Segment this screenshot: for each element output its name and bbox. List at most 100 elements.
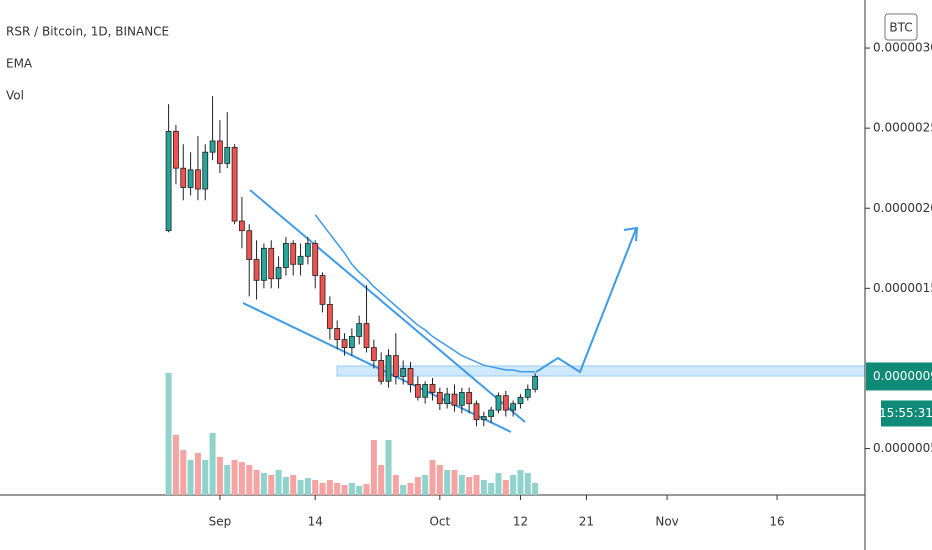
y-tick-label: 0.00000250 — [873, 121, 932, 135]
volume-bar — [172, 435, 179, 495]
x-tick-label: Oct — [429, 515, 450, 529]
candle-body — [326, 303, 333, 329]
volume-bar — [480, 480, 487, 495]
volume-bar — [238, 462, 245, 495]
volume-bar — [429, 460, 436, 495]
candle-body — [414, 384, 421, 398]
volume-bar — [517, 470, 524, 495]
volume-bar — [363, 484, 370, 495]
candle-body — [473, 403, 480, 421]
volume-bar — [488, 483, 495, 495]
volume-bar — [385, 440, 392, 495]
volume-bar — [290, 475, 297, 495]
candle-body — [480, 416, 487, 421]
last-price-marker — [866, 362, 932, 391]
volume-bar — [414, 477, 421, 495]
candle-body — [195, 169, 201, 190]
candle-body — [429, 384, 436, 393]
candle-body — [532, 376, 539, 390]
candle-body — [239, 220, 245, 232]
candle-body — [422, 384, 429, 398]
volume-bar — [370, 440, 377, 495]
volume-bar — [304, 478, 311, 495]
candle-body — [451, 393, 458, 406]
volume-bar — [407, 483, 414, 495]
volume-bar — [275, 470, 282, 495]
x-tick-label: Sep — [209, 515, 232, 529]
support-zone — [336, 365, 866, 377]
volume-bar — [187, 460, 194, 495]
volume-bar — [458, 475, 465, 495]
candle-body — [173, 130, 179, 169]
candle-body — [312, 243, 319, 276]
volume-bar — [348, 483, 355, 495]
countdown-label: 15:55:31 — [879, 406, 932, 420]
candle-body — [385, 355, 392, 382]
candle-body — [268, 247, 275, 280]
candle-body — [436, 392, 443, 405]
candle-body — [165, 130, 172, 232]
volume-bar — [326, 480, 333, 495]
volume-bar — [253, 470, 260, 495]
candle-body — [187, 169, 194, 188]
candle-body — [356, 323, 363, 337]
countdown-box — [881, 400, 932, 427]
candle-body — [202, 151, 209, 190]
volume-bar — [473, 475, 480, 495]
projection-arrow — [535, 228, 637, 374]
candle-body — [458, 392, 465, 406]
volume-bar — [260, 473, 267, 495]
candle-body — [334, 327, 341, 341]
candle-body — [524, 388, 531, 398]
volume-bar — [436, 465, 443, 495]
candle-body — [466, 392, 473, 405]
candle-body — [297, 255, 304, 265]
currency-label[interactable]: BTC — [889, 21, 912, 35]
candle-body — [488, 409, 495, 417]
volume-bar — [224, 465, 231, 495]
candle-body — [348, 336, 355, 349]
volume-bar — [422, 475, 429, 495]
currency-box[interactable] — [884, 13, 918, 41]
volume-bar — [319, 483, 326, 495]
volume-bar — [510, 475, 517, 495]
volume-bar — [312, 480, 319, 495]
trend-line — [242, 302, 512, 433]
chart-title: RSR / Bitcoin, 1D, BINANCE — [6, 25, 169, 39]
candle-body — [224, 146, 231, 164]
volume-bar — [194, 453, 201, 495]
candle-body — [510, 403, 517, 411]
candle-body — [246, 230, 253, 260]
volume-bar — [378, 465, 385, 495]
volume-bar — [341, 485, 348, 495]
volume-bar — [334, 483, 341, 495]
y-tick-label: 0.00000300 — [873, 41, 932, 55]
volume-bar — [209, 433, 216, 495]
candle-body — [502, 395, 509, 411]
x-tick-label: 21 — [579, 515, 594, 529]
candle-body — [282, 243, 289, 268]
candle-body — [517, 396, 524, 405]
candle-body — [378, 360, 385, 382]
y-tick-label: 0.00000150 — [873, 281, 932, 295]
y-tick-label: 0.00000050 — [873, 441, 932, 455]
candle-body — [290, 243, 297, 265]
volume-bar — [495, 473, 502, 495]
candle-body — [444, 393, 451, 405]
x-tick-label: 12 — [513, 515, 528, 529]
ema-line — [314, 214, 536, 373]
volume-bar — [202, 460, 209, 495]
volume-bar — [524, 473, 531, 495]
volume-bar — [216, 457, 223, 495]
candle-body — [407, 368, 414, 385]
x-tick-label: 16 — [769, 515, 784, 529]
volume-bar — [400, 485, 407, 495]
candle-body — [363, 323, 370, 349]
candle-body — [495, 395, 502, 411]
volume-bar — [451, 470, 458, 495]
volume-bar — [165, 373, 172, 495]
volume-bar — [532, 483, 539, 495]
candle-body — [304, 243, 311, 257]
candle-body — [275, 267, 282, 280]
